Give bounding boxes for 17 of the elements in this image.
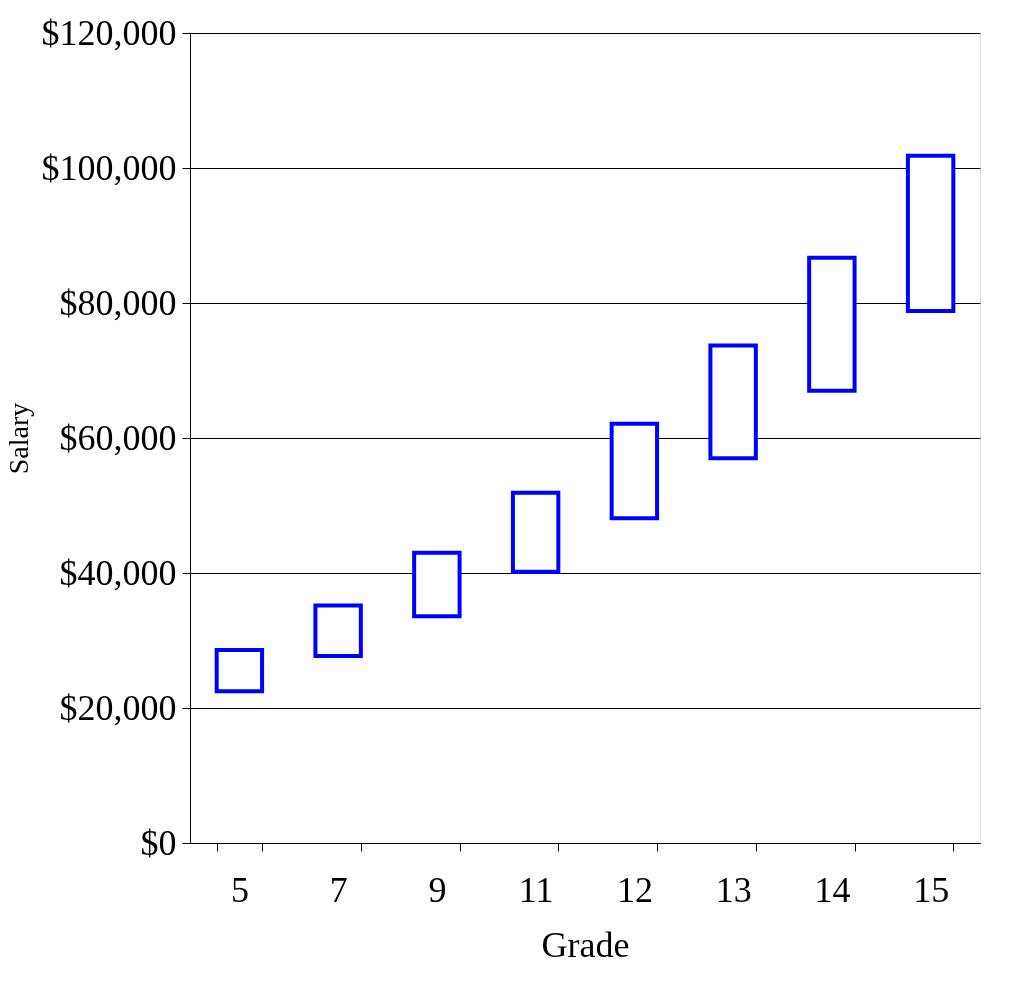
x-tick-label: 14 bbox=[814, 869, 851, 910]
x-tick-label: 12 bbox=[616, 869, 653, 910]
y-tick-label: $60,000 bbox=[59, 417, 177, 458]
x-tick-label: 11 bbox=[518, 869, 554, 910]
x-tick-label: 7 bbox=[329, 869, 348, 910]
x-axis-title: Grade bbox=[541, 924, 630, 965]
y-tick-label: $40,000 bbox=[59, 552, 177, 593]
y-tick-label: $100,000 bbox=[41, 147, 177, 188]
x-tick-label: 13 bbox=[715, 869, 752, 910]
y-tick-label: $80,000 bbox=[59, 282, 177, 323]
x-tick-label: 9 bbox=[428, 869, 447, 910]
y-tick-label: $20,000 bbox=[59, 687, 177, 728]
x-tick-label: 5 bbox=[230, 869, 249, 910]
y-axis-title: Salary bbox=[2, 402, 34, 475]
x-tick-label: 15 bbox=[913, 869, 950, 910]
y-tick-label: $0 bbox=[140, 822, 177, 863]
y-tick-label: $120,000 bbox=[41, 12, 177, 53]
